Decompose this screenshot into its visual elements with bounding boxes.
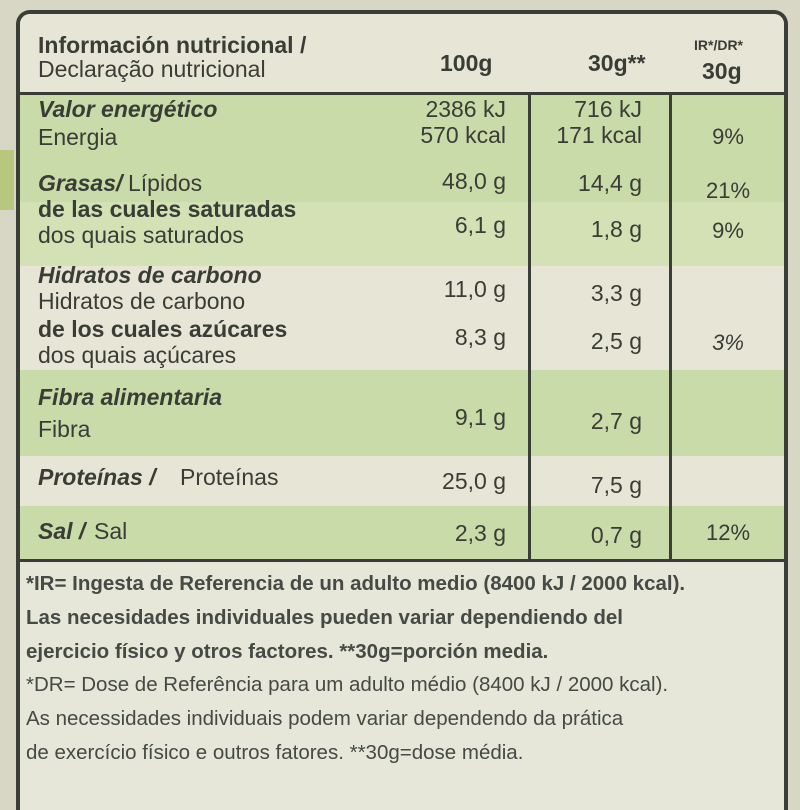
column-header-100g: 100g bbox=[440, 50, 493, 76]
row-fats bbox=[20, 166, 784, 202]
value-100g: 11,0 g bbox=[443, 276, 506, 302]
value-30g: 1,8 g bbox=[590, 216, 642, 242]
value-100g: 25,0 g bbox=[442, 468, 506, 494]
value-ir: 3% bbox=[712, 330, 744, 355]
row-label-pt: Lípidos bbox=[128, 170, 203, 196]
value-30g: 171 kcal bbox=[556, 122, 642, 148]
row-label-es: Valor energético bbox=[38, 96, 218, 122]
value-30g: 3,3 g bbox=[590, 280, 642, 306]
footnotes: *IR= Ingesta de Referencia de un adulto … bbox=[20, 562, 784, 810]
nutrition-table: Información nutricional / Declaração nut… bbox=[20, 14, 784, 559]
row-label-es: Fibra alimentaria bbox=[38, 384, 223, 410]
value-100g: 2386 kJ bbox=[425, 96, 506, 122]
column-header-30g: 30g** bbox=[588, 50, 646, 76]
title-es: Información nutricional / bbox=[38, 32, 307, 58]
header-divider bbox=[20, 92, 784, 95]
row-label-es: Proteínas / bbox=[38, 464, 156, 490]
row-label-pt: Fibra bbox=[38, 416, 91, 442]
footnote-line: de exercício físico e outros fatores. **… bbox=[26, 741, 524, 764]
value-100g: 2,3 g bbox=[454, 520, 506, 546]
footnote-line: *DR= Dose de Referência para um adulto m… bbox=[26, 673, 669, 696]
value-100g: 48,0 g bbox=[442, 168, 506, 194]
value-30g: 716 kJ bbox=[574, 96, 642, 122]
value-100g: 9,1 g bbox=[454, 404, 506, 430]
value-ir: 12% bbox=[705, 520, 751, 545]
value-ir: 9% bbox=[712, 218, 744, 243]
row-energy bbox=[20, 94, 784, 166]
row-carbs bbox=[20, 266, 784, 370]
row-saturated bbox=[20, 202, 784, 266]
row-label-pt: dos quais saturados bbox=[38, 222, 244, 248]
row-label-es: Hidratos de carbono bbox=[38, 262, 262, 288]
footnote-line: *IR= Ingesta de Referencia de un adulto … bbox=[26, 572, 686, 595]
row-label-es: de los cuales azúcares bbox=[38, 316, 288, 342]
row-label-es: Grasas/ bbox=[38, 170, 123, 196]
value-30g: 2,5 g bbox=[590, 328, 642, 354]
column-header-ir-portion: 30g bbox=[702, 58, 742, 84]
row-salt bbox=[20, 506, 784, 559]
row-label-pt: Sal bbox=[94, 518, 128, 544]
value-30g: 14,4 g bbox=[578, 170, 642, 196]
footnote-line: ejercicio físico y otros factores. **30g… bbox=[26, 640, 549, 663]
row-label-pt: Hidratos de carbono bbox=[38, 288, 246, 314]
value-100g: 6,1 g bbox=[454, 212, 506, 238]
value-ir: 21% bbox=[705, 178, 751, 203]
value-30g: 7,5 g bbox=[590, 472, 642, 498]
value-100g: 570 kcal bbox=[420, 122, 506, 148]
row-label-es: de las cuales saturadas bbox=[38, 196, 297, 222]
row-label-pt: Energia bbox=[38, 124, 118, 150]
title-pt: Declaração nutricional bbox=[38, 56, 266, 82]
nutrition-panel: Información nutricional / Declaração nut… bbox=[16, 10, 788, 810]
row-fibre bbox=[20, 370, 784, 456]
footnote-divider bbox=[20, 559, 784, 562]
column-header-ir-label: IR*/DR* bbox=[694, 37, 744, 53]
footnote-line: Las necesidades individuales pueden vari… bbox=[26, 606, 623, 629]
value-30g: 0,7 g bbox=[590, 522, 642, 548]
row-label-pt: Proteínas bbox=[180, 464, 279, 490]
value-100g: 8,3 g bbox=[454, 324, 506, 350]
row-protein bbox=[20, 456, 784, 506]
row-label-pt: dos quais açúcares bbox=[38, 342, 237, 368]
column-divider-2 bbox=[669, 94, 672, 559]
value-ir: 9% bbox=[712, 124, 744, 149]
package-edge bbox=[0, 150, 14, 210]
value-30g: 2,7 g bbox=[590, 408, 642, 434]
footnote-line: As necessidades individuais podem variar… bbox=[26, 707, 624, 730]
header-row bbox=[20, 14, 784, 94]
column-divider-1 bbox=[528, 94, 531, 559]
row-label-es: Sal / bbox=[38, 518, 86, 544]
